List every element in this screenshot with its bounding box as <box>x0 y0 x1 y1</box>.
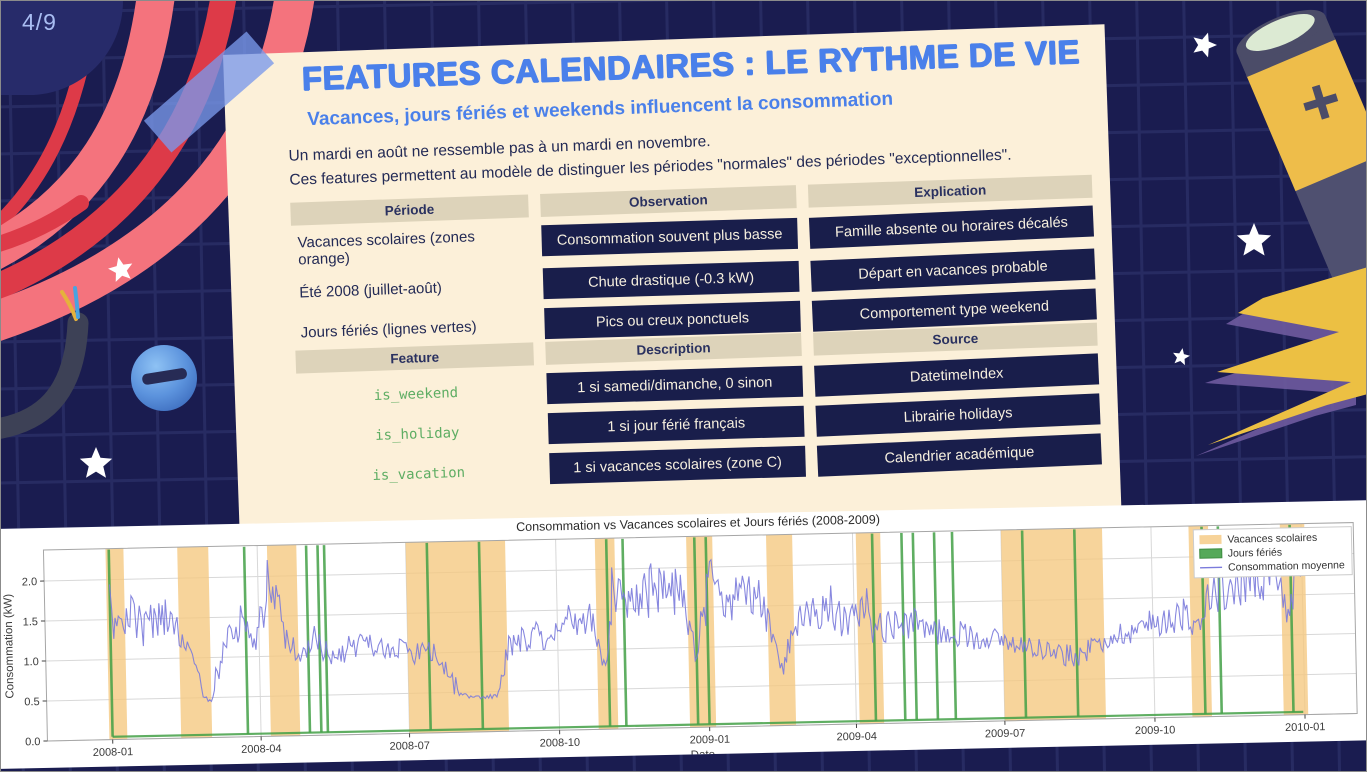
svg-text:2008-04: 2008-04 <box>241 743 282 756</box>
observations-cell-r1c2: Départ en vacances probable <box>810 248 1096 292</box>
observations-cell-r0c1: Consommation souvent plus basse <box>541 217 799 257</box>
observations-cell-r0c2: Famille absente ou horaires décalés <box>808 205 1094 249</box>
features-cell-r0c0: is_weekend <box>373 384 459 404</box>
holiday-lines <box>107 524 1304 738</box>
consumption-line <box>108 553 1302 703</box>
consumption-chart-panel: 0.0 0.5 1.0 1.5 2.0 2008-01 2008-04 2008-07 2008… <box>1 500 1366 769</box>
features-cell-r1c2: Librairie holidays <box>815 393 1101 437</box>
observations-header-1: Observation <box>540 185 797 218</box>
features-table: Feature Description Source is_weekend 1 si s… <box>295 322 1102 494</box>
svg-text:0.5: 0.5 <box>24 696 40 708</box>
svg-text:2008-07: 2008-07 <box>390 740 431 753</box>
svg-text:2009-10: 2009-10 <box>1135 724 1176 737</box>
slide-panel: FEATURES CALENDAIRES : LE RYTHME DE VIE … <box>223 24 1122 537</box>
svg-text:2009-07: 2009-07 <box>985 727 1026 740</box>
features-cell-r1c1: 1 si jour férié français <box>547 405 805 445</box>
svg-text:2008-10: 2008-10 <box>540 737 581 750</box>
chart-ylabel: Consommation (kW) <box>2 594 16 699</box>
svg-text:2010-01: 2010-01 <box>1285 721 1326 734</box>
svg-text:Jours fériés: Jours fériés <box>1228 547 1283 560</box>
features-cell-r0c1: 1 si samedi/dimanche, 0 sinon <box>546 365 804 405</box>
observations-cell-r1c0: Été 2008 (juillet-août) <box>299 279 443 302</box>
observations-table: Période Observation Explication Vacances sc… <box>290 174 1097 349</box>
consumption-chart: 0.0 0.5 1.0 1.5 2.0 2008-01 2008-04 2008-07 2008… <box>2 512 1358 761</box>
observations-header-2: Explication <box>807 174 1093 208</box>
features-cell-r0c2: DatetimeIndex <box>814 353 1100 397</box>
svg-text:Consommation moyenne: Consommation moyenne <box>1228 559 1345 573</box>
features-cell-r2c1: 1 si vacances scolaires (zone C) <box>549 445 806 485</box>
chart-axes: 0.0 0.5 1.0 1.5 2.0 2008-01 2008-04 2008-07 2008… <box>22 522 1358 759</box>
features-cell-r2c0: is_vacation <box>372 464 466 484</box>
svg-text:2009-04: 2009-04 <box>836 731 877 744</box>
svg-text:Consommation (kW): Consommation (kW) <box>2 594 16 699</box>
svg-text:2008-01: 2008-01 <box>93 746 134 759</box>
observations-cell-r0c0: Vacances scolaires (zones orange) <box>297 228 476 269</box>
features-cell-r2c2: Calendrier académique <box>816 433 1102 477</box>
features-cell-r1c0: is_holiday <box>374 424 460 444</box>
page-indicator-label: 4/9 <box>22 9 57 35</box>
observations-cell-r1c1: Chute drastique (-0.3 kW) <box>542 260 800 300</box>
svg-text:1.0: 1.0 <box>23 656 39 668</box>
svg-text:2.0: 2.0 <box>22 576 38 588</box>
svg-text:1.5: 1.5 <box>23 616 39 628</box>
svg-text:Vacances scolaires: Vacances scolaires <box>1227 532 1317 546</box>
svg-text:0.0: 0.0 <box>25 736 41 748</box>
svg-text:2009-01: 2009-01 <box>690 734 731 747</box>
observations-header-0: Période <box>290 194 529 226</box>
